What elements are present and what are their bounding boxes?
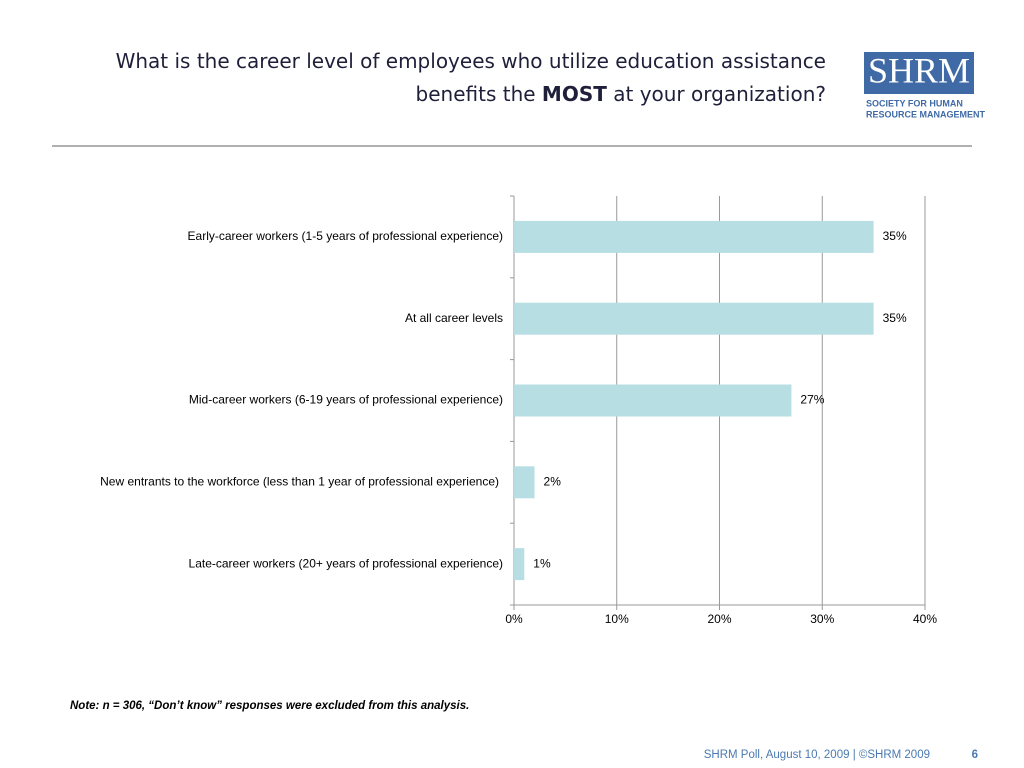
- y-category-label: Late-career workers (20+ years of profes…: [189, 556, 503, 570]
- x-tick-label: 40%: [913, 612, 937, 626]
- value-label: 1%: [533, 556, 551, 570]
- title-line: What is the career level of employees wh…: [116, 49, 826, 73]
- value-label: 2%: [544, 474, 562, 488]
- value-label: 27%: [800, 393, 824, 407]
- value-label: 35%: [883, 311, 907, 325]
- page-number: 6: [972, 749, 978, 761]
- title-segment: benefits the: [416, 82, 542, 106]
- y-category-label: Early-career workers (1-5 years of profe…: [188, 229, 503, 243]
- y-category-label: Mid-career workers (6-19 years of profes…: [189, 393, 503, 407]
- y-category-label: New entrants to the workforce (less than…: [100, 474, 499, 488]
- logo-mark: SHRM: [868, 50, 970, 90]
- logo-box: [864, 52, 974, 94]
- bar: [514, 302, 874, 335]
- bar: [514, 548, 525, 581]
- note: Note: n = 306, “Don’t know” responses we…: [70, 700, 469, 712]
- logo: SHRM SOCIETY FOR HUMAN RESOURCE MANAGEME…: [864, 50, 986, 119]
- title-segment: What is the career level of employees wh…: [116, 49, 826, 73]
- y-category-label: At all career levels: [405, 311, 503, 325]
- bar: [514, 466, 535, 499]
- footer-source: SHRM Poll, August 10, 2009 | ©SHRM 2009: [704, 749, 930, 761]
- x-tick-label: 0%: [505, 612, 523, 626]
- value-label: 35%: [883, 229, 907, 243]
- logo-text: RESOURCE MANAGEMENT: [866, 109, 986, 119]
- title-segment: at your organization?: [607, 82, 826, 106]
- title-segment: MOST: [542, 82, 607, 106]
- logo-text: SOCIETY FOR HUMAN: [866, 98, 963, 108]
- x-tick-label: 20%: [707, 612, 731, 626]
- x-tick-label: 30%: [810, 612, 834, 626]
- x-tick-label: 10%: [605, 612, 629, 626]
- bar: [514, 384, 792, 417]
- bar: [514, 220, 874, 253]
- title-line: benefits the MOST at your organization?: [416, 82, 826, 106]
